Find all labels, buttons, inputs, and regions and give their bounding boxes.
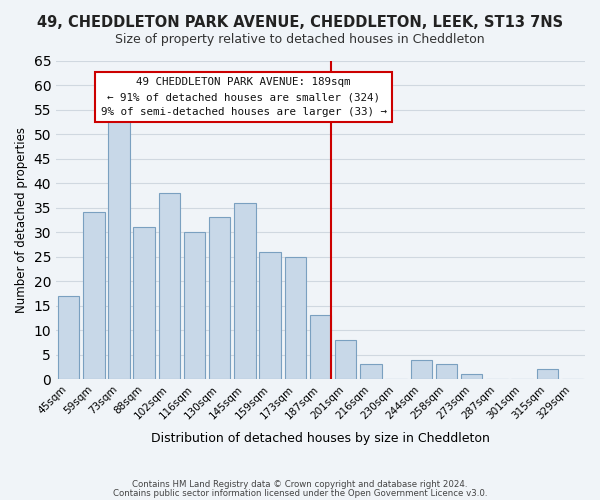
Bar [83,212,104,379]
Bar [184,232,205,379]
Bar [158,193,180,379]
X-axis label: Distribution of detached houses by size in Cheddleton: Distribution of detached houses by size … [151,432,490,445]
Bar [284,256,306,379]
Bar [133,227,155,379]
Bar [234,202,256,379]
Bar [109,114,130,379]
Bar [536,370,558,379]
Text: 49 CHEDDLETON PARK AVENUE: 189sqm
← 91% of detached houses are smaller (324)
9% : 49 CHEDDLETON PARK AVENUE: 189sqm ← 91% … [101,78,386,117]
Bar [360,364,382,379]
Bar [410,360,432,379]
Bar [310,316,331,379]
Bar [259,252,281,379]
Text: 49, CHEDDLETON PARK AVENUE, CHEDDLETON, LEEK, ST13 7NS: 49, CHEDDLETON PARK AVENUE, CHEDDLETON, … [37,15,563,30]
Text: Size of property relative to detached houses in Cheddleton: Size of property relative to detached ho… [115,32,485,46]
Bar [209,218,230,379]
Bar [436,364,457,379]
Bar [335,340,356,379]
Text: Contains HM Land Registry data © Crown copyright and database right 2024.: Contains HM Land Registry data © Crown c… [132,480,468,489]
Y-axis label: Number of detached properties: Number of detached properties [15,127,28,313]
Bar [461,374,482,379]
Text: Contains public sector information licensed under the Open Government Licence v3: Contains public sector information licen… [113,488,487,498]
Bar [58,296,79,379]
